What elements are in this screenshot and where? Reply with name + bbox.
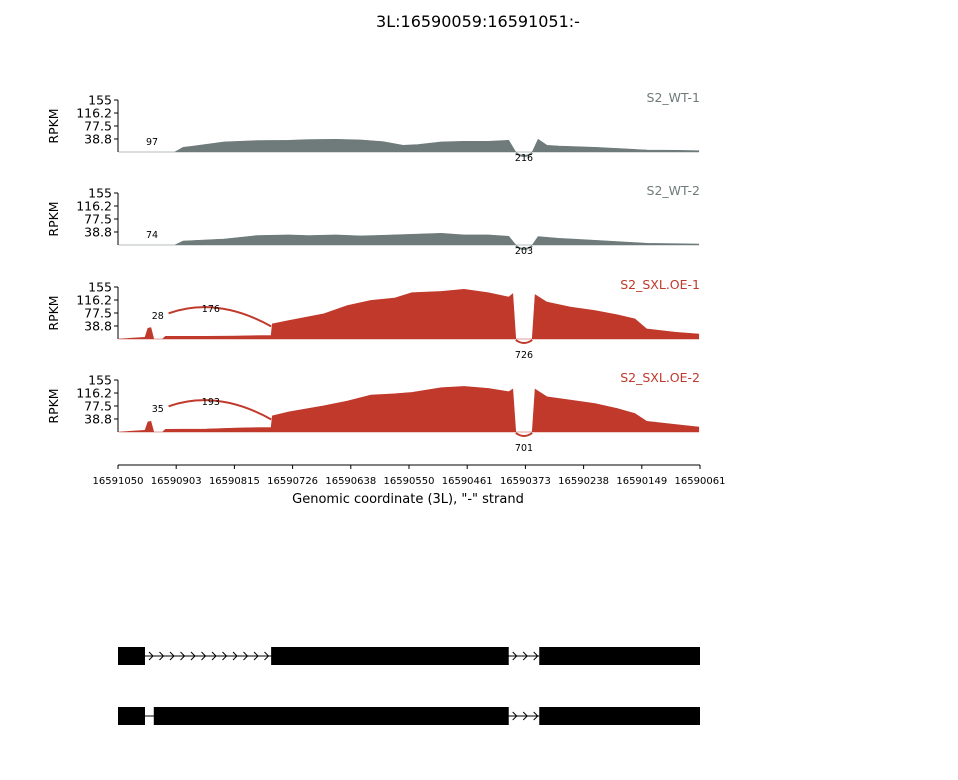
strand-arrow: [222, 651, 228, 661]
x-tick-label: 16590061: [675, 476, 726, 487]
exon: [118, 707, 145, 725]
strand-arrow: [522, 651, 528, 661]
junction-arc: [168, 306, 272, 328]
x-tick-label: 16590638: [325, 476, 376, 487]
coverage-area: [118, 232, 700, 246]
coverage-panels: 38.877.5116.2155RPKMS2_WT-19721638.877.5…: [46, 90, 700, 454]
strand-arrow: [243, 651, 249, 661]
x-tick-label: 16590726: [267, 476, 318, 487]
strand-arrow: [533, 651, 539, 661]
y-axis-label: RPKM: [46, 201, 61, 236]
exon: [539, 707, 700, 725]
strand-arrow: [512, 711, 518, 721]
strand-arrow: [522, 711, 528, 721]
transcript: [118, 707, 700, 725]
y-tick-label: 38.8: [84, 224, 112, 239]
y-tick-label: 38.8: [84, 318, 112, 333]
x-tick-label: 16590238: [558, 476, 609, 487]
junction-label: 28: [152, 311, 164, 322]
y-tick-label: 38.8: [84, 411, 112, 426]
y-tick-label: 77.5: [84, 399, 112, 414]
junction-arc: [168, 399, 272, 421]
y-tick-label: 116.2: [76, 293, 112, 308]
junction-label: 74: [146, 230, 158, 241]
y-tick-label: 116.2: [76, 199, 112, 214]
x-tick-label: 16590461: [442, 476, 493, 487]
series-name: S2_WT-2: [647, 183, 700, 198]
junction-arc: [515, 152, 533, 157]
y-tick-label: 116.2: [76, 386, 112, 401]
strand-arrow: [148, 651, 154, 661]
coverage-area: [118, 138, 700, 153]
y-tick-label: 155: [88, 93, 112, 108]
x-tick-label: 16590373: [500, 476, 551, 487]
junction-arc: [515, 432, 533, 437]
strand-arrow: [232, 651, 238, 661]
strand-arrow: [201, 651, 207, 661]
y-axis-label: RPKM: [46, 295, 61, 330]
chart-title: 3L:16590059:16591051:-: [376, 12, 580, 31]
y-tick-label: 155: [88, 186, 112, 201]
junction-label: 203: [515, 246, 533, 257]
junction-label: 97: [146, 137, 158, 148]
strand-arrow: [512, 651, 518, 661]
y-axis-label: RPKM: [46, 108, 61, 143]
junction-label: 176: [202, 304, 220, 315]
y-axis-label: RPKM: [46, 388, 61, 423]
strand-arrow: [169, 651, 175, 661]
y-tick-label: 77.5: [84, 306, 112, 321]
strand-arrow: [211, 651, 217, 661]
y-tick-label: 155: [88, 280, 112, 295]
series-name: S2_SXL.OE-2: [620, 370, 700, 385]
exon: [153, 707, 509, 725]
x-axis: 16591050 16590903 16590815 16590726 16590638…: [93, 464, 726, 487]
coverage-area: [118, 288, 700, 340]
series-name: S2_SXL.OE-1: [620, 277, 700, 292]
transcript: [118, 647, 700, 665]
junction-arc: [515, 339, 533, 344]
y-tick-label: 116.2: [76, 106, 112, 121]
exon: [118, 647, 145, 665]
strand-arrow: [533, 711, 539, 721]
junction-label: 193: [202, 397, 220, 408]
strand-arrow: [264, 651, 270, 661]
exon: [271, 647, 509, 665]
y-tick-label: 38.8: [84, 131, 112, 146]
x-tick-label: 16591050: [93, 476, 144, 487]
x-tick-label: 16590815: [209, 476, 260, 487]
strand-arrow: [253, 651, 259, 661]
series-name: S2_WT-1: [647, 90, 700, 105]
x-tick-label: 16590903: [151, 476, 202, 487]
x-tick-label: 16590550: [384, 476, 435, 487]
exon: [539, 647, 700, 665]
strand-arrow: [159, 651, 165, 661]
junction-label: 726: [515, 350, 533, 361]
junction-label: 216: [515, 153, 533, 164]
y-tick-label: 77.5: [84, 212, 112, 227]
junction-label: 701: [515, 443, 533, 454]
coverage-area: [118, 386, 700, 433]
x-axis-label: Genomic coordinate (3L), "-" strand: [292, 492, 524, 507]
y-tick-label: 155: [88, 373, 112, 388]
strand-arrow: [180, 651, 186, 661]
junction-arc: [515, 245, 533, 250]
strand-arrow: [190, 651, 196, 661]
transcript-track: [118, 647, 700, 725]
junction-label: 35: [152, 404, 164, 415]
y-tick-label: 77.5: [84, 119, 112, 134]
x-tick-label: 16590149: [616, 476, 667, 487]
